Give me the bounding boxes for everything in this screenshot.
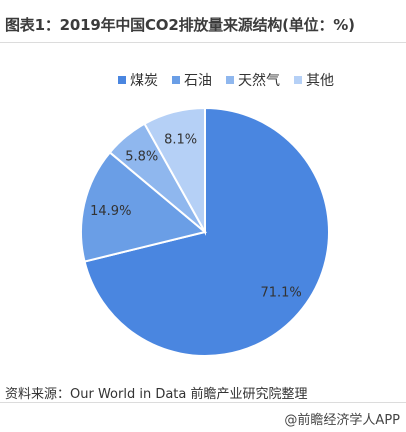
brand-credit: @前瞻经济学人APP (284, 413, 400, 428)
legend-label-oil: 石油 (184, 73, 212, 89)
legend-swatch-gas (226, 76, 234, 84)
pie-label-gas: 5.8% (125, 150, 158, 165)
pie-slice-coal (83, 106, 330, 357)
legend-item-coal: 煤炭 (118, 70, 158, 90)
legend-item-gas: 天然气 (226, 70, 280, 90)
legend-label-other: 其他 (306, 73, 334, 89)
legend-item-oil: 石油 (172, 70, 212, 90)
legend-swatch-oil (172, 76, 180, 84)
pie-label-coal: 71.1% (260, 286, 301, 301)
legend-swatch-other (294, 76, 302, 84)
legend-label-gas: 天然气 (238, 73, 280, 89)
source-note: 资料来源：Our World in Data 前瞻产业研究院整理 (5, 387, 308, 402)
legend-swatch-coal (118, 76, 126, 84)
pie-slice-other (143, 106, 206, 236)
footer-divider (0, 402, 406, 403)
pie-label-oil: 14.9% (90, 204, 131, 219)
chart-legend: 煤炭 石油 天然气 其他 (118, 70, 334, 90)
legend-label-coal: 煤炭 (130, 73, 158, 89)
pie-slices (80, 106, 330, 357)
title-divider (0, 42, 406, 43)
pie-slice-oil (80, 151, 208, 263)
legend-item-other: 其他 (294, 70, 334, 90)
chart-title: 图表1：2019年中国CO2排放量来源结构(单位：%) (5, 16, 355, 34)
pie-label-other: 8.1% (164, 132, 197, 147)
pie-labels: 71.1% 14.9% 5.8% 8.1% (90, 132, 302, 300)
